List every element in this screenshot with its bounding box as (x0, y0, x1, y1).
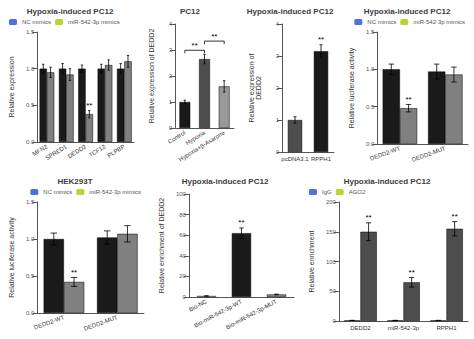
svg-text:4: 4 (169, 21, 173, 27)
svg-text:MFN2: MFN2 (31, 143, 49, 158)
svg-text:AGO2: AGO2 (349, 189, 366, 195)
svg-text:DEDD2: DEDD2 (255, 76, 262, 100)
svg-text:TCF12: TCF12 (88, 143, 107, 158)
svg-text:2: 2 (169, 73, 173, 79)
svg-text:SPRED1: SPRED1 (44, 143, 68, 161)
svg-text:3: 3 (169, 47, 173, 53)
svg-text:**: ** (409, 268, 415, 277)
svg-text:NC mimics: NC mimics (22, 19, 51, 25)
svg-text:NC mimics: NC mimics (367, 19, 396, 25)
svg-text:Hypoxia-induced PC12: Hypoxia-induced PC12 (182, 177, 269, 186)
svg-text:Hypoxia+β-Asarone: Hypoxia+β-Asarone (178, 129, 227, 163)
svg-text:150: 150 (326, 229, 337, 235)
svg-text:**: ** (86, 101, 92, 110)
svg-text:50: 50 (329, 288, 336, 294)
svg-text:Relative luciferase activity: Relative luciferase activity (348, 47, 356, 128)
svg-text:80: 80 (179, 212, 186, 218)
svg-text:**: ** (318, 35, 324, 44)
svg-text:DEDD2-WT: DEDD2-WT (369, 145, 401, 162)
svg-text:1: 1 (169, 99, 173, 105)
svg-text:RPPH1: RPPH1 (436, 325, 457, 331)
svg-text:**: ** (452, 212, 458, 221)
svg-text:DEDD2-MUT: DEDD2-MUT (83, 314, 119, 332)
svg-text:0.0: 0.0 (26, 310, 35, 316)
svg-text:Relative luciferase activity: Relative luciferase activity (8, 217, 16, 298)
svg-text:4: 4 (276, 21, 280, 27)
svg-text:1.5: 1.5 (26, 29, 35, 35)
svg-text:PC12: PC12 (180, 7, 201, 16)
svg-text:60: 60 (179, 232, 186, 238)
svg-text:0.0: 0.0 (26, 139, 35, 145)
svg-text:0.5: 0.5 (366, 104, 375, 110)
svg-text:Relative expression: Relative expression (8, 56, 16, 117)
svg-text:2: 2 (276, 85, 280, 91)
svg-text:DEDD2: DEDD2 (67, 143, 88, 159)
svg-text:0.5: 0.5 (26, 273, 35, 279)
svg-text:**: ** (211, 32, 217, 41)
svg-text:**: ** (71, 268, 77, 277)
svg-text:1.0: 1.0 (26, 236, 35, 242)
svg-text:PLPBP: PLPBP (106, 143, 126, 158)
svg-text:miR-542-3p mimics: miR-542-3p mimics (413, 19, 465, 25)
svg-text:3: 3 (276, 53, 280, 59)
svg-text:40: 40 (179, 253, 186, 259)
svg-text:miR-542-3p: miR-542-3p (388, 325, 420, 331)
svg-text:1.0: 1.0 (366, 66, 375, 72)
svg-text:0: 0 (183, 294, 187, 300)
svg-text:Hypoxia-induced PC12: Hypoxia-induced PC12 (27, 7, 114, 16)
svg-text:Relative expression of: Relative expression of (248, 53, 255, 123)
svg-text:miR-542-3p mimics: miR-542-3p mimics (89, 189, 141, 195)
svg-text:DEDD2: DEDD2 (350, 325, 371, 331)
svg-text:1.5: 1.5 (366, 29, 375, 35)
svg-text:0: 0 (276, 149, 280, 155)
svg-text:0.5: 0.5 (26, 102, 35, 108)
svg-text:Hypoxia-induced PC12: Hypoxia-induced PC12 (344, 177, 431, 186)
svg-text:Bio-miR-542-3p-MUT: Bio-miR-542-3p-MUT (225, 298, 278, 330)
svg-text:DEDD2-MUT: DEDD2-MUT (411, 145, 447, 163)
svg-text:20: 20 (179, 273, 186, 279)
svg-text:Relative expression of DEDD2: Relative expression of DEDD2 (148, 29, 156, 124)
svg-text:**: ** (192, 41, 198, 50)
svg-text:**: ** (238, 218, 244, 227)
svg-text:Control: Control (167, 129, 187, 144)
svg-text:Bio-miR-542-3p-WT: Bio-miR-542-3p-WT (193, 298, 243, 329)
svg-text:Hypoxia-induced PC12: Hypoxia-induced PC12 (247, 7, 334, 16)
svg-text:RPPH1: RPPH1 (311, 156, 332, 162)
svg-text:pcDNA3.1: pcDNA3.1 (281, 156, 309, 162)
svg-text:HEK293T: HEK293T (57, 177, 92, 186)
svg-text:Hypoxia-induced PC12: Hypoxia-induced PC12 (364, 7, 451, 16)
svg-text:NC mimics: NC mimics (43, 189, 72, 195)
svg-text:1.5: 1.5 (26, 199, 35, 205)
svg-text:**: ** (365, 213, 371, 222)
svg-text:0.0: 0.0 (366, 141, 375, 147)
svg-text:200: 200 (326, 199, 337, 205)
svg-text:Relative enrichment of DEDD2: Relative enrichment of DEDD2 (158, 198, 165, 293)
svg-text:1.0: 1.0 (26, 66, 35, 72)
svg-text:1: 1 (276, 117, 280, 123)
svg-text:Bio-NC: Bio-NC (188, 298, 208, 313)
svg-text:**: ** (405, 95, 411, 104)
svg-text:0: 0 (333, 318, 337, 324)
svg-text:100: 100 (176, 191, 187, 197)
svg-text:IgG: IgG (322, 189, 332, 195)
svg-text:Relative enrichment: Relative enrichment (308, 231, 315, 293)
svg-text:miR-542-3p mimics: miR-542-3p mimics (68, 19, 120, 25)
svg-text:DEDD2-WT: DEDD2-WT (33, 314, 65, 331)
svg-text:100: 100 (326, 259, 337, 265)
svg-text:0: 0 (169, 125, 173, 131)
